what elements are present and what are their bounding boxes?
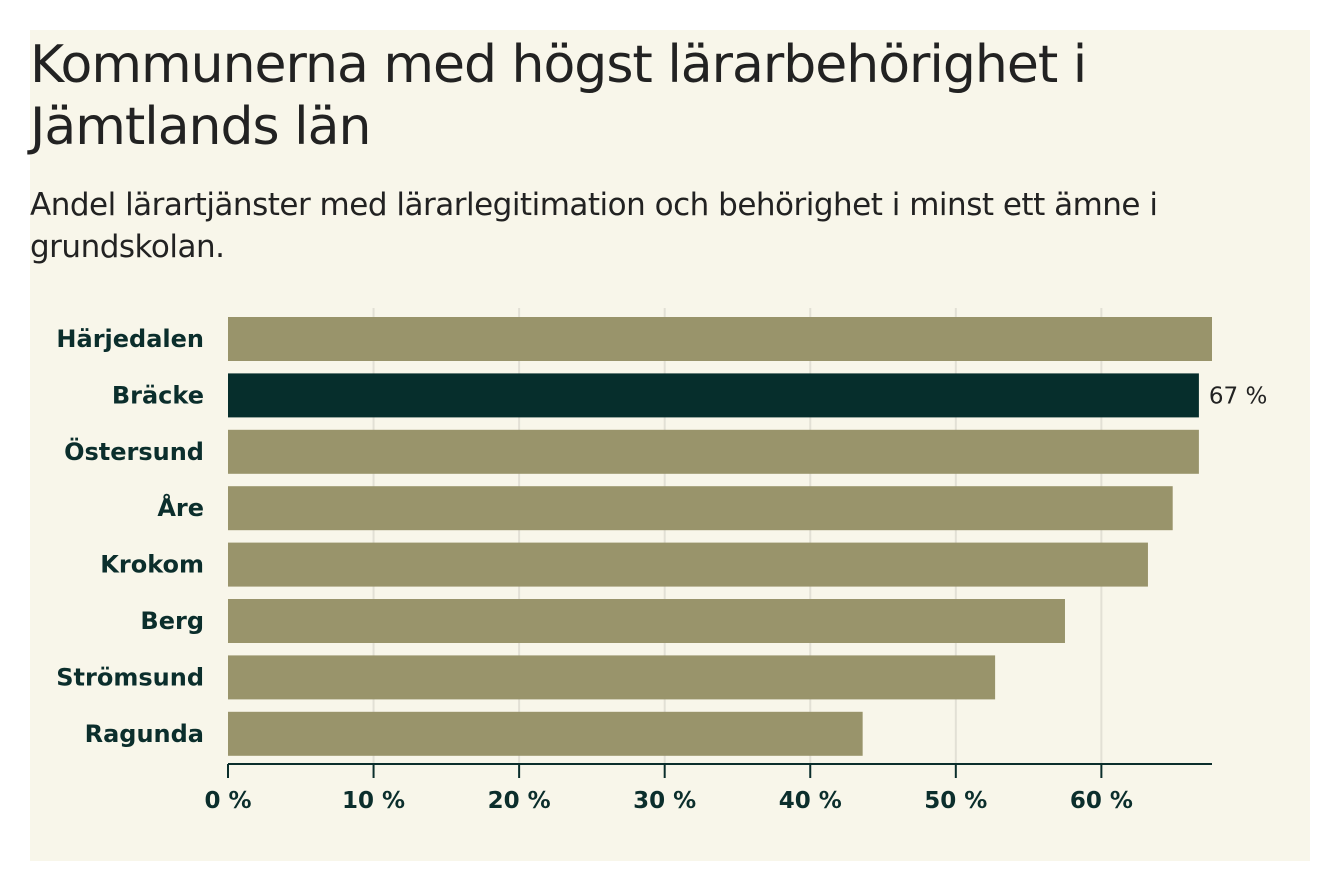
- category-label-östersund: Östersund: [64, 436, 204, 466]
- bar-ragunda: [228, 711, 863, 756]
- data-label-bräcke: 67 %: [1209, 383, 1267, 409]
- x-axis: 0 % 10 % 20 % 30 % 40 % 50 % 60 %: [204, 763, 1212, 814]
- bar-åre: [228, 486, 1173, 531]
- data-labels: 67 %: [1209, 383, 1267, 409]
- x-tick-label-30: 30 %: [633, 788, 696, 814]
- category-label-krokom: Krokom: [100, 551, 204, 579]
- category-label-berg: Berg: [140, 607, 204, 635]
- bars: [228, 317, 1212, 756]
- chart-subtitle: Andel lärartjänster med lärarlegitimatio…: [30, 187, 1158, 265]
- category-labels: Härjedalen Bräcke Östersund Åre Krokom Berg St…: [56, 325, 204, 748]
- x-tick-label-20: 20 %: [488, 788, 551, 814]
- x-tick-label-50: 50 %: [924, 788, 987, 814]
- x-tick-label-60: 60 %: [1070, 788, 1133, 814]
- x-tick-label-40: 40 %: [779, 788, 842, 814]
- bar-strömsund: [228, 655, 996, 700]
- category-label-härjedalen: Härjedalen: [56, 325, 204, 353]
- bar-östersund: [228, 429, 1199, 474]
- category-label-strömsund: Strömsund: [56, 663, 204, 691]
- bar-bräcke: [228, 373, 1199, 418]
- category-label-bräcke: Bräcke: [112, 381, 204, 409]
- bar-berg: [228, 599, 1065, 643]
- x-tick-label-0: 0 %: [204, 788, 251, 814]
- chart-title: Kommunerna med högst lärarbehörighet i J…: [30, 35, 1087, 157]
- x-tick-label-10: 10 %: [342, 788, 405, 814]
- bar-krokom: [228, 542, 1148, 587]
- category-label-ragunda: Ragunda: [85, 720, 204, 748]
- bar-härjedalen: [228, 317, 1212, 361]
- category-label-åre: Åre: [157, 493, 204, 522]
